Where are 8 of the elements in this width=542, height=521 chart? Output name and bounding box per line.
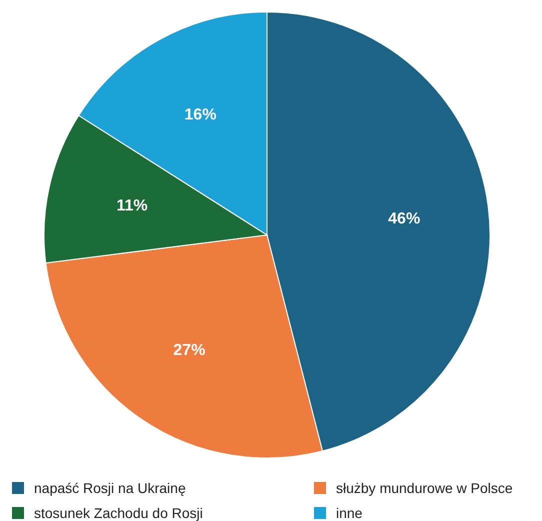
legend-label: inne xyxy=(336,504,363,521)
legend-label: napaść Rosji na Ukrainę xyxy=(34,480,186,496)
data-label: 27% xyxy=(173,342,206,359)
data-label: 46% xyxy=(388,210,420,228)
legend-label: stosunek Zachodu do Rosji xyxy=(34,504,203,521)
data-label: 16% xyxy=(184,106,216,124)
data-label: 11% xyxy=(116,197,148,214)
legend-label: służby mundurowe w Polsce xyxy=(336,480,513,496)
